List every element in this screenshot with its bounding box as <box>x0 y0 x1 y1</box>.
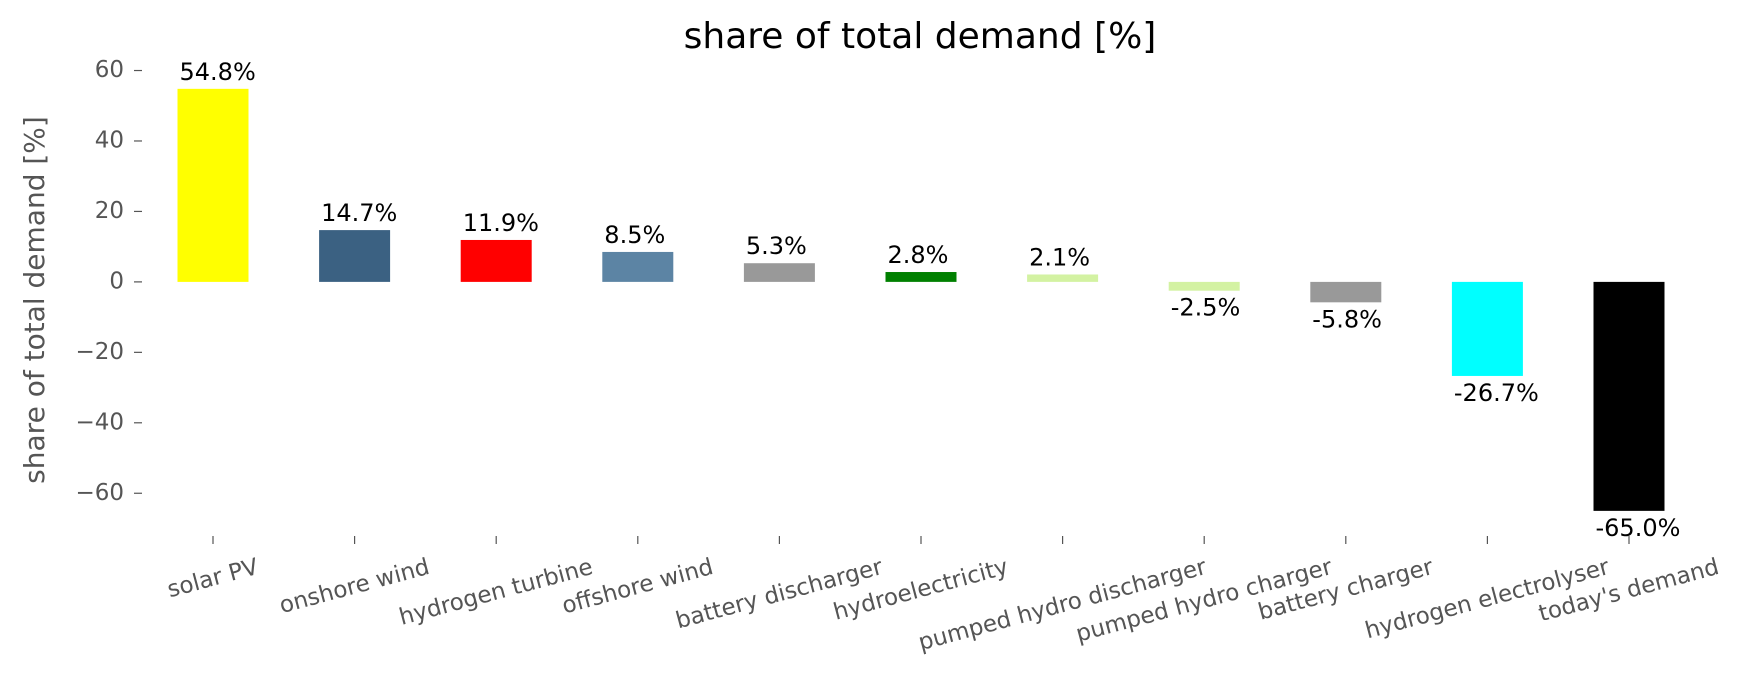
bar <box>1593 281 1665 511</box>
y-tick-label: −20 <box>75 339 124 365</box>
bar <box>885 272 957 282</box>
value-label: 14.7% <box>321 199 397 227</box>
y-tick-label: −60 <box>75 480 124 506</box>
bar <box>460 239 532 282</box>
bar <box>743 263 815 282</box>
y-axis-label: share of total demand [%] <box>18 116 51 484</box>
bar <box>177 88 249 282</box>
value-label: 54.8% <box>180 58 256 86</box>
bar <box>1451 281 1523 376</box>
chart-title: share of total demand [%] <box>684 16 1157 57</box>
value-label: -26.7% <box>1454 379 1539 407</box>
bar <box>1168 281 1240 291</box>
value-label: 2.8% <box>888 241 949 269</box>
bar <box>1310 281 1382 303</box>
value-label: 11.9% <box>463 209 539 237</box>
value-label: -2.5% <box>1171 294 1241 322</box>
value-label: 5.3% <box>746 232 807 260</box>
y-tick-label: −40 <box>75 409 124 435</box>
bar <box>319 230 391 282</box>
x-tick-label: solar PV <box>165 554 262 603</box>
value-label: -5.8% <box>1312 305 1382 333</box>
bar <box>1027 274 1099 282</box>
bar <box>602 251 674 282</box>
y-tick-label: 60 <box>95 57 124 83</box>
y-tick-label: 0 <box>109 268 124 294</box>
value-label: -65.0% <box>1596 514 1681 542</box>
y-tick-label: 20 <box>95 198 124 224</box>
y-tick-label: 40 <box>95 127 124 153</box>
value-label: 8.5% <box>604 221 665 249</box>
value-label: 2.1% <box>1029 243 1090 271</box>
